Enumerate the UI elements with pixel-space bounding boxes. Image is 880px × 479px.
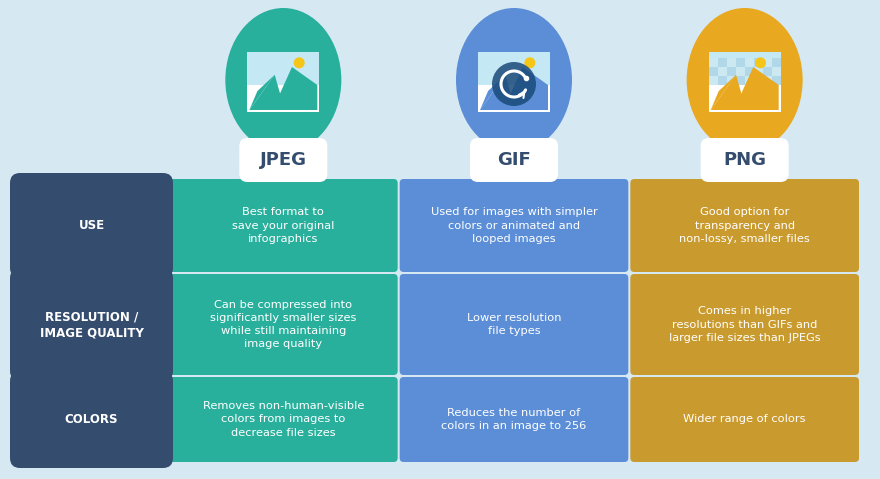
Text: Removes non-human-visible
colors from images to
decrease file sizes: Removes non-human-visible colors from im… xyxy=(202,401,364,438)
Bar xyxy=(744,67,753,76)
Bar xyxy=(753,67,763,76)
Polygon shape xyxy=(480,75,516,110)
Ellipse shape xyxy=(456,8,572,152)
FancyBboxPatch shape xyxy=(470,138,558,182)
Ellipse shape xyxy=(686,8,803,152)
FancyBboxPatch shape xyxy=(630,274,859,375)
Bar xyxy=(744,58,753,67)
Bar xyxy=(736,76,744,85)
Bar xyxy=(772,76,781,85)
Bar xyxy=(718,58,727,67)
FancyBboxPatch shape xyxy=(478,52,550,112)
FancyBboxPatch shape xyxy=(10,268,173,381)
Polygon shape xyxy=(273,67,318,110)
Polygon shape xyxy=(480,75,505,110)
FancyBboxPatch shape xyxy=(400,274,628,375)
Text: RESOLUTION /
IMAGE QUALITY: RESOLUTION / IMAGE QUALITY xyxy=(40,310,143,339)
Polygon shape xyxy=(249,75,275,110)
Bar xyxy=(763,67,772,76)
Bar xyxy=(772,58,781,67)
Text: PNG: PNG xyxy=(723,151,766,169)
Text: GIF: GIF xyxy=(497,151,531,169)
Bar xyxy=(708,52,781,85)
FancyBboxPatch shape xyxy=(700,138,788,182)
FancyBboxPatch shape xyxy=(10,173,173,278)
FancyBboxPatch shape xyxy=(247,52,319,112)
Text: Best format to
save your original
infographics: Best format to save your original infogr… xyxy=(232,207,334,244)
Polygon shape xyxy=(503,67,548,110)
Bar xyxy=(763,76,772,85)
Bar xyxy=(753,58,763,67)
Text: Can be compressed into
significantly smaller sizes
while still maintaining
image: Can be compressed into significantly sma… xyxy=(210,300,356,349)
Text: Good option for
transparency and
non-lossy, smaller files: Good option for transparency and non-los… xyxy=(679,207,810,244)
Bar xyxy=(708,76,718,85)
FancyBboxPatch shape xyxy=(630,377,859,462)
Text: COLORS: COLORS xyxy=(65,413,118,426)
Text: JPEG: JPEG xyxy=(260,151,307,169)
FancyBboxPatch shape xyxy=(400,377,628,462)
Bar xyxy=(763,58,772,67)
Bar xyxy=(727,67,736,76)
Bar xyxy=(753,76,763,85)
Bar xyxy=(727,76,736,85)
Circle shape xyxy=(492,62,536,106)
Bar xyxy=(772,67,781,76)
Bar xyxy=(727,58,736,67)
Polygon shape xyxy=(711,75,746,110)
FancyBboxPatch shape xyxy=(400,179,628,272)
Bar xyxy=(478,52,550,85)
FancyBboxPatch shape xyxy=(169,274,398,375)
Bar xyxy=(708,67,718,76)
FancyBboxPatch shape xyxy=(10,371,173,468)
Circle shape xyxy=(524,57,535,68)
Polygon shape xyxy=(734,67,779,110)
Bar xyxy=(736,58,744,67)
FancyBboxPatch shape xyxy=(169,377,398,462)
Bar xyxy=(247,52,319,85)
FancyBboxPatch shape xyxy=(169,179,398,272)
FancyBboxPatch shape xyxy=(708,52,781,112)
Polygon shape xyxy=(711,75,736,110)
Text: Wider range of colors: Wider range of colors xyxy=(684,414,806,424)
Bar xyxy=(708,58,718,67)
Text: Reduces the number of
colors in an image to 256: Reduces the number of colors in an image… xyxy=(442,408,587,431)
Bar xyxy=(736,67,744,76)
Bar xyxy=(744,76,753,85)
Circle shape xyxy=(755,57,766,68)
Text: Comes in higher
resolutions than GIFs and
larger file sizes than JPEGs: Comes in higher resolutions than GIFs an… xyxy=(669,306,820,342)
Bar xyxy=(718,67,727,76)
Bar xyxy=(718,76,727,85)
Circle shape xyxy=(294,57,304,68)
Text: Used for images with simpler
colors or animated and
looped images: Used for images with simpler colors or a… xyxy=(430,207,598,244)
FancyBboxPatch shape xyxy=(239,138,327,182)
FancyBboxPatch shape xyxy=(630,179,859,272)
Text: Lower resolution
file types: Lower resolution file types xyxy=(466,313,561,336)
Text: USE: USE xyxy=(78,219,105,232)
Ellipse shape xyxy=(225,8,341,152)
Polygon shape xyxy=(249,75,285,110)
